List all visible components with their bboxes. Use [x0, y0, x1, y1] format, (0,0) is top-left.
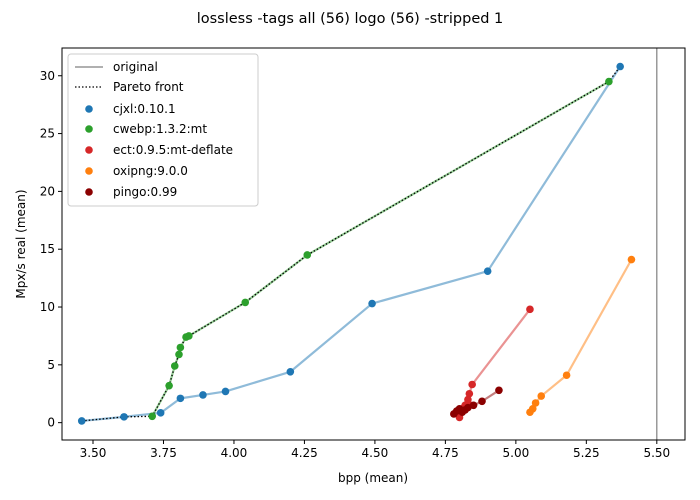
x-tick-label-4-75: 4.75	[432, 446, 459, 460]
x-tick-label-4-50: 4.50	[362, 446, 389, 460]
x-axis: 3.50 3.75 4.00 4.25 4.50 4.75 5.00 5.25 5.50	[80, 440, 670, 460]
legend-pingo-label: pingo:0.99	[113, 185, 177, 199]
point-cwebp-1-3-2-mt-4	[176, 343, 185, 352]
point-cwebp-1-3-2-mt-3	[175, 350, 183, 359]
point-oxipng-9-0-0-1	[528, 404, 537, 413]
y-tick-label-5: 5	[47, 358, 55, 372]
point-cjxl-0-10-1-3	[176, 394, 185, 403]
y-tick-label-15: 15	[40, 242, 55, 256]
legend-oxipng-label: oxipng:9.0.0	[113, 164, 188, 178]
point-cjxl-0-10-1-1	[120, 413, 128, 421]
x-tick-label-3-75: 3.75	[150, 446, 177, 460]
x-tick-label-5-25: 5.25	[573, 446, 600, 460]
point-cwebp-1-3-2-mt-1	[165, 381, 173, 390]
plot-frame	[61, 47, 686, 441]
legend-ect-marker	[85, 146, 93, 154]
point-cjxl-0-10-1-9	[616, 62, 624, 71]
point-pingo-0-99-7	[478, 397, 486, 406]
legend-oxipng-marker	[85, 167, 93, 175]
legend-cwebp-marker	[85, 125, 93, 133]
x-tick-label-5-50: 5.50	[643, 446, 670, 460]
point-cjxl-0-10-1-4	[199, 391, 207, 399]
y-tick-label-30: 30	[40, 69, 55, 83]
point-cwebp-1-3-2-mt-7	[241, 298, 250, 307]
legend-pareto-label: Pareto front	[113, 80, 184, 94]
plot-layer	[77, 48, 658, 440]
legend: original Pareto front cjxl:0.10.1 cwebp:…	[67, 53, 259, 207]
y-axis: 0 5 10 15 20 25 30	[40, 69, 62, 430]
x-tick-label-4-25: 4.25	[291, 446, 318, 460]
y-tick-label-10: 10	[40, 300, 55, 314]
x-tick-label-3-50: 3.50	[80, 446, 107, 460]
y-tick-label-25: 25	[40, 127, 55, 141]
point-cjxl-0-10-1-7	[368, 299, 376, 308]
point-cjxl-0-10-1-2	[156, 409, 165, 417]
legend-cjxl-marker	[85, 105, 93, 113]
x-tick-label-5-00: 5.00	[503, 446, 530, 460]
point-oxipng-9-0-0-4	[562, 371, 571, 380]
legend-pingo-marker	[85, 188, 93, 196]
legend-cjxl-label: cjxl:0.10.1	[113, 102, 176, 116]
x-axis-label: bpp (mean)	[338, 471, 408, 485]
x-tick-label-4-00: 4.00	[221, 446, 248, 460]
point-oxipng-9-0-0-5	[627, 255, 636, 264]
y-axis-label: Mpx/s real (mean)	[14, 189, 28, 298]
point-pingo-0-99-8	[495, 386, 503, 395]
point-cjxl-0-10-1-0	[77, 417, 86, 425]
point-cwebp-1-3-2-mt-9	[605, 77, 613, 86]
point-cjxl-0-10-1-5	[221, 387, 230, 396]
point-cwebp-1-3-2-mt-2	[170, 362, 179, 370]
y-tick-label-0: 0	[47, 416, 55, 430]
legend-ect-label: ect:0.9.5:mt-deflate	[113, 143, 233, 157]
series-line-oxipng-9-0-0	[529, 259, 633, 413]
point-cwebp-1-3-2-mt-6	[185, 332, 193, 340]
point-cwebp-1-3-2-mt-8	[303, 251, 312, 259]
point-pingo-0-99-6	[469, 401, 478, 410]
point-ect-0-9-5-mt-deflate-6	[465, 389, 474, 398]
point-oxipng-9-0-0-2	[531, 399, 540, 407]
legend-original-label: original	[113, 60, 158, 74]
series-line-cjxl-0-10-1	[81, 65, 622, 423]
point-cjxl-0-10-1-8	[483, 267, 492, 275]
point-oxipng-9-0-0-3	[537, 392, 546, 400]
point-ect-0-9-5-mt-deflate-8	[526, 305, 534, 314]
point-cjxl-0-10-1-6	[286, 367, 295, 376]
point-ect-0-9-5-mt-deflate-5	[464, 395, 472, 404]
chart-title: lossless -tags all (56) logo (56) -strip…	[197, 11, 504, 27]
legend-box	[67, 53, 259, 207]
y-tick-label-20: 20	[40, 184, 55, 198]
legend-cwebp-label: cwebp:1.3.2:mt	[113, 122, 207, 136]
point-cwebp-1-3-2-mt-0	[148, 412, 157, 421]
point-ect-0-9-5-mt-deflate-7	[468, 380, 476, 389]
